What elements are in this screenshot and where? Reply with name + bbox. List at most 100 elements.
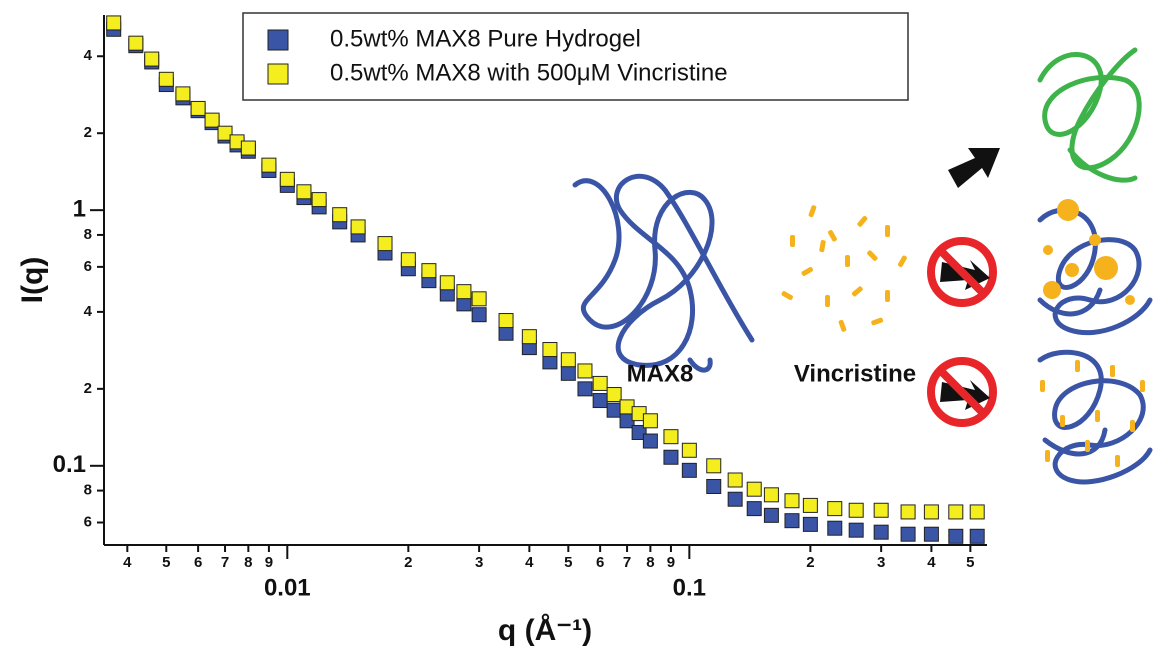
marker [631,424,647,440]
marker [802,497,818,513]
marker [296,184,312,200]
legend-label: 0.5wt% MAX8 with 500μM Vincristine [330,59,728,86]
x-tick-label: 9 [265,554,273,571]
marker [802,516,818,532]
marker [900,504,916,520]
y-tick-label: 2 [84,124,92,141]
x-tick-label: 3 [877,554,885,571]
x-tick-label: 0.01 [264,574,311,601]
marker [746,481,762,497]
marker [900,526,916,542]
marker [746,501,762,517]
bound-drug [1040,199,1145,467]
marker [421,263,437,279]
x-tick-label: 4 [525,554,534,571]
marker [706,478,722,494]
y-tick-label: 8 [84,482,92,499]
annotation: MAX8 [627,360,694,387]
marker [727,472,743,488]
y-tick-label: 6 [84,258,92,275]
x-tick-label: 9 [667,554,675,571]
x-tick-label: 8 [244,554,252,571]
marker [727,491,743,507]
x-tick-label: 7 [221,554,229,571]
marker [577,363,593,379]
y-axis-label: I(q) [16,257,49,304]
x-tick-label: 0.1 [673,574,706,601]
x-tick-label: 3 [475,554,483,571]
marker [190,100,206,116]
vincristine-dots [781,205,907,332]
y-tick-label: 6 [84,513,92,530]
y-tick-label: 4 [84,303,93,320]
x-tick-label: 2 [806,554,814,571]
marker [606,402,622,418]
marker [663,429,679,445]
marker [498,313,514,329]
marker [217,125,233,141]
marker [969,504,985,520]
marker [332,207,348,223]
legend-marker [267,63,289,85]
x-tick-label: 5 [564,554,572,571]
marker [706,458,722,474]
marker [642,433,658,449]
marker [175,86,191,102]
marker [439,275,455,291]
marker [827,520,843,536]
marker [521,329,537,345]
marker [400,252,416,268]
x-tick-label: 4 [927,554,936,571]
marker [969,528,985,544]
x-tick-label: 8 [646,554,654,571]
x-tick-label: 5 [162,554,170,571]
marker [923,504,939,520]
marker [873,524,889,540]
legend-box [242,12,909,101]
marker [948,528,964,544]
marker [350,219,366,235]
no-sign [927,237,997,307]
marker [204,112,220,128]
illustration [572,47,1153,485]
y-tick-label: 8 [84,226,92,243]
marker [784,513,800,529]
marker [261,157,277,173]
marker [784,493,800,509]
x-tick-label: 5 [966,554,974,571]
marker [763,487,779,503]
marker [642,413,658,429]
marker [158,71,174,87]
marker [377,236,393,252]
legend-marker [267,29,289,51]
marker [948,504,964,520]
marker [128,35,144,51]
arrow [948,148,1000,188]
x-tick-label: 6 [194,554,202,571]
annotation: Vincristine [794,360,916,387]
marker [471,307,487,323]
marker [873,502,889,518]
marker [592,393,608,409]
marker [106,15,122,31]
marker [848,502,864,518]
marker [144,51,160,67]
marker [681,462,697,478]
marker [923,526,939,542]
x-tick-label: 7 [623,554,631,571]
y-tick-label: 4 [84,47,93,64]
legend-label: 0.5wt% MAX8 Pure Hydrogel [330,25,641,52]
marker [456,284,472,300]
y-tick-label: 1 [73,196,86,223]
marker [498,325,514,341]
marker [240,140,256,156]
x-tick-label: 6 [596,554,604,571]
marker [577,381,593,397]
y-tick-label: 2 [84,380,92,397]
x-axis-label: q (Å⁻¹) [498,614,592,647]
y-tick-label: 0.1 [53,451,86,478]
marker [663,449,679,465]
marker [311,192,327,208]
x-tick-label: 2 [404,554,412,571]
